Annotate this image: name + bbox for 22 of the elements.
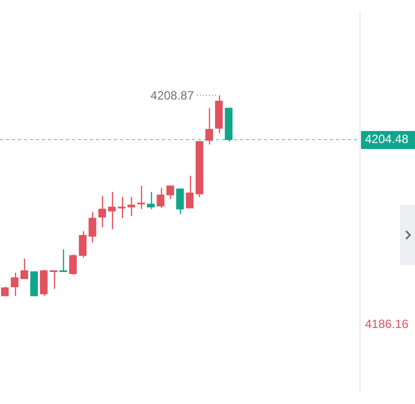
candlestick [108, 191, 116, 230]
candlestick [88, 211, 96, 243]
candlestick [10, 272, 18, 296]
candlestick [186, 175, 194, 209]
candlestick [20, 258, 28, 280]
candlestick [176, 188, 184, 215]
candlestick [118, 196, 126, 219]
candlestick [98, 195, 106, 228]
y-tick-label: 4204.48 [365, 132, 409, 146]
candlestick [78, 230, 87, 258]
candlestick [137, 185, 145, 210]
candlestick [40, 269, 48, 296]
candlestick [69, 254, 77, 276]
candlestick [205, 108, 214, 146]
annotation: 4208.87 [150, 88, 194, 103]
candlestick [146, 191, 155, 210]
candlestick [1, 286, 9, 296]
candlestick [128, 196, 136, 217]
candlestick [156, 187, 164, 209]
candlestick [50, 270, 58, 290]
candlestick [166, 185, 174, 200]
y-tick-label: 4186.16 [365, 316, 409, 331]
